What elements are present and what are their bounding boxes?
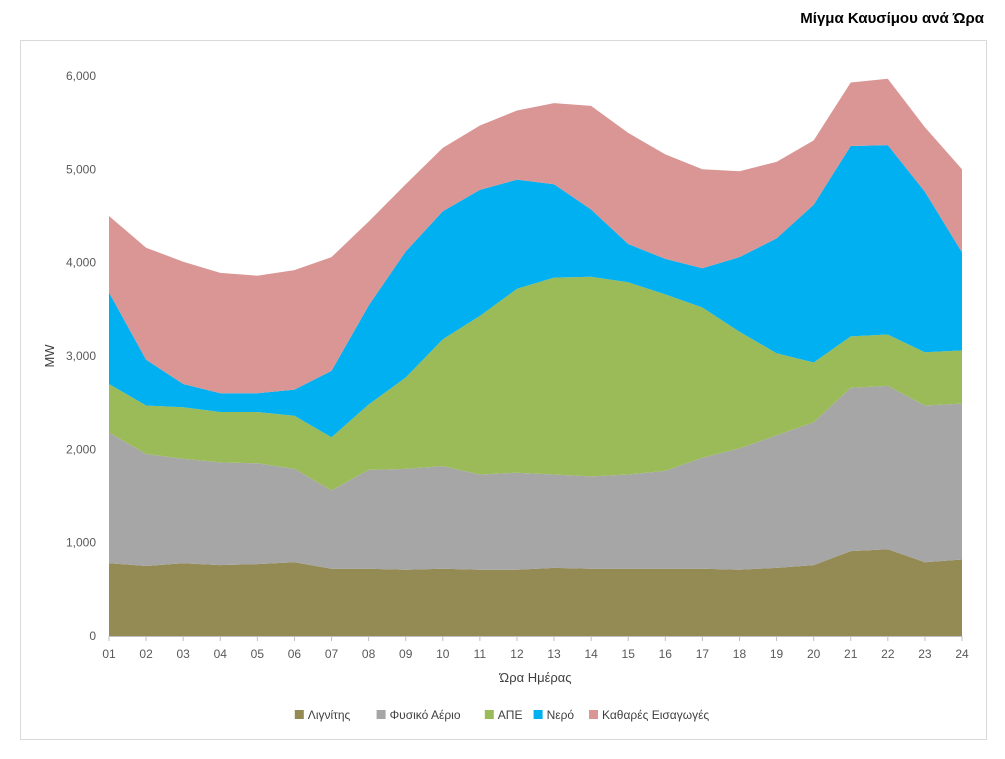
area-series-1 xyxy=(109,549,962,636)
x-tick-label: 17 xyxy=(696,647,710,661)
fuel-mix-area-chart: 01 02 03 04 05 06 07 08 09 10 11 12 13 14 15 16 17 18 19 20… xyxy=(42,69,969,722)
chart-title: Μίγμα Καυσίμου ανά Ώρα xyxy=(800,10,984,27)
x-tick-label: 21 xyxy=(844,647,858,661)
x-tick-label: 23 xyxy=(918,647,932,661)
y-axis-title: MW xyxy=(42,344,57,368)
area-series-4 xyxy=(109,145,962,438)
x-tick-label: 15 xyxy=(622,647,636,661)
x-tick-label: 06 xyxy=(288,647,302,661)
y-tick-label: 0 xyxy=(89,629,96,643)
x-tick-label: 09 xyxy=(399,647,413,661)
x-tick-label: 05 xyxy=(251,647,265,661)
x-tick-label: 14 xyxy=(584,647,598,661)
legend-label-5: Καθαρές Εισαγωγές xyxy=(602,708,709,722)
x-tick-label: 08 xyxy=(362,647,376,661)
legend-swatch-4 xyxy=(533,710,543,719)
legend-swatch-5 xyxy=(589,710,598,719)
x-tick-label: 13 xyxy=(547,647,561,661)
y-tick-label: 1,000 xyxy=(66,536,96,550)
x-axis-title: Ώρα Ημέρας xyxy=(498,670,571,685)
chart-area: 01 02 03 04 05 06 07 08 09 10 11 12 13 14 15 16 17 18 19 20… xyxy=(20,40,987,740)
x-tick-label: 10 xyxy=(436,647,450,661)
area-series-2 xyxy=(109,385,962,570)
legend-swatch-2 xyxy=(376,710,386,719)
x-tick-label: 01 xyxy=(102,647,116,661)
y-tick-label: 6,000 xyxy=(66,69,96,83)
legend-label-1: Λιγνίτης xyxy=(308,708,351,722)
y-tick-label: 4,000 xyxy=(66,256,96,270)
x-tick-label: 20 xyxy=(807,647,821,661)
area-series-3 xyxy=(109,276,962,491)
x-tick-label: 04 xyxy=(214,647,228,661)
x-tick-label: 02 xyxy=(139,647,153,661)
x-tick-label: 12 xyxy=(510,647,524,661)
x-tick-label: 07 xyxy=(325,647,339,661)
x-tick-label: 03 xyxy=(176,647,190,661)
x-tick-label: 18 xyxy=(733,647,747,661)
legend-swatch-3 xyxy=(484,710,494,719)
legend-label-4: Νερό xyxy=(547,708,575,722)
y-tick-label: 3,000 xyxy=(66,349,96,363)
x-tick-label: 22 xyxy=(881,647,895,661)
area-series-5 xyxy=(109,78,962,394)
legend-label-3: ΑΠΕ xyxy=(498,708,523,722)
y-tick-label: 2,000 xyxy=(66,442,96,456)
x-tick-label: 24 xyxy=(955,647,969,661)
y-tick-label: 5,000 xyxy=(66,162,96,176)
legend-label-2: Φυσικό Αέριο xyxy=(390,708,461,722)
x-tick-label: 11 xyxy=(474,647,487,661)
legend-swatch-1 xyxy=(294,710,304,719)
x-tick-label: 19 xyxy=(770,647,784,661)
x-tick-label: 16 xyxy=(659,647,673,661)
